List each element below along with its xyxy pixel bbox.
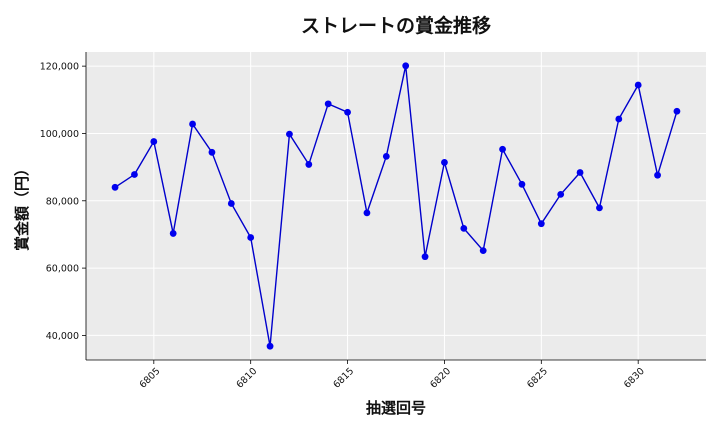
x-tick-label: 6810 [234, 366, 259, 391]
data-point [344, 108, 351, 116]
data-point [247, 234, 255, 241]
data-point [518, 180, 526, 188]
data-point [208, 148, 216, 156]
data-point [615, 115, 623, 123]
data-point [131, 171, 138, 178]
data-point [460, 224, 468, 232]
x-tick-label: 6815 [331, 366, 356, 391]
plot-area [86, 52, 706, 360]
data-point [189, 120, 196, 128]
data-point [150, 138, 158, 145]
data-point [324, 100, 332, 108]
x-tick-label: 6830 [622, 366, 647, 391]
y-tick-label: 40,000 [46, 331, 79, 342]
data-point [673, 107, 681, 115]
y-tick-label: 60,000 [46, 264, 79, 275]
data-point [305, 161, 313, 168]
series-line [114, 65, 678, 347]
x-tick-label: 6805 [138, 366, 163, 391]
data-point [227, 200, 235, 207]
y-tick-label: 120,000 [40, 62, 79, 73]
y-tick-label: 80,000 [46, 196, 79, 207]
grid-lines [86, 52, 706, 360]
data-series [111, 62, 681, 350]
data-point [537, 220, 545, 228]
data-point [266, 342, 274, 350]
y-axis-title: 賞金額（円） [13, 161, 31, 251]
x-axis-ticks: 6805 6810 6815 6820 6825 6830 [138, 360, 647, 391]
data-point [111, 183, 119, 191]
data-point [441, 159, 448, 166]
data-point [479, 247, 487, 255]
data-point [363, 209, 371, 217]
data-point [402, 62, 410, 70]
data-point [421, 253, 429, 261]
chart-title: ストレートの賞金推移 [301, 14, 491, 37]
y-axis-ticks: 40,000 60,000 80,000 100,000 120,000 [40, 62, 86, 342]
data-point [499, 145, 506, 153]
x-tick-label: 6825 [525, 366, 550, 391]
data-point [654, 171, 661, 179]
data-point [557, 190, 565, 198]
data-point [576, 169, 584, 176]
axes [85, 52, 706, 361]
x-tick-label: 6820 [428, 366, 453, 391]
data-point [286, 130, 293, 138]
x-axis-title: 抽選回号 [366, 399, 426, 417]
data-point [596, 204, 603, 212]
data-point [634, 81, 642, 89]
data-point [169, 230, 177, 237]
data-point [382, 152, 390, 160]
y-tick-label: 100,000 [40, 129, 79, 140]
